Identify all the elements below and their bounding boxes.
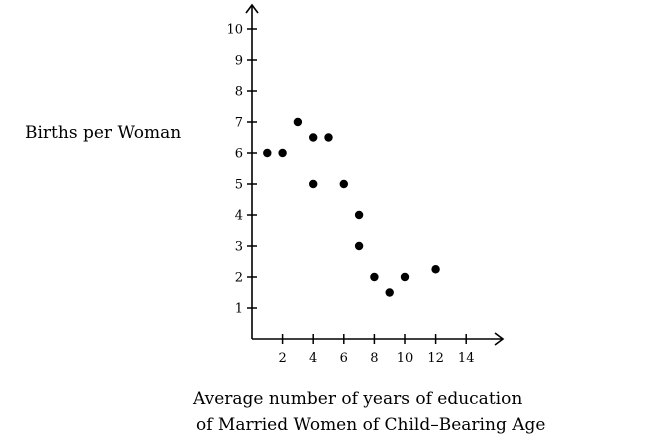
y-tick-label-5: 5: [235, 178, 243, 193]
y-ticks: 1 2 3 4 5 6 7 8 9 10: [226, 23, 257, 317]
y-tick-label-6: 6: [235, 147, 243, 162]
data-point-3: [293, 117, 303, 127]
x-tick-label-6: 6: [340, 351, 348, 366]
data-point-12: [400, 272, 410, 282]
y-axis-arrow: [245, 3, 259, 14]
axes: [245, 3, 505, 346]
x-axis-arrow: [494, 332, 505, 346]
x-tick-label-14: 14: [458, 351, 475, 366]
y-tick-label-7: 7: [235, 116, 243, 131]
x-tick-label-8: 8: [370, 351, 378, 366]
y-tick-label-2: 2: [235, 271, 243, 286]
data-point-8: [354, 210, 364, 220]
x-tick-label-10: 10: [397, 351, 414, 366]
y-tick-label-8: 8: [235, 85, 243, 100]
data-point-6: [309, 179, 318, 189]
data-point-2: [278, 148, 287, 158]
data-points: [263, 117, 440, 297]
data-point-11: [385, 288, 394, 297]
y-tick-label-1: 1: [235, 302, 243, 317]
y-tick-label-9: 9: [235, 54, 243, 69]
data-point-7: [339, 179, 348, 189]
data-point-13: [431, 265, 440, 274]
x-tick-label-2: 2: [278, 351, 286, 366]
data-point-1: [263, 148, 272, 158]
data-point-5: [324, 133, 333, 142]
x-tick-label-12: 12: [427, 351, 444, 366]
x-axis-title-line-2: of Married Women of Child–Bearing Age: [196, 415, 545, 435]
x-ticks: 2 4 6 8 10 12 14: [278, 334, 474, 366]
data-point-4: [309, 133, 318, 142]
y-tick-label-10: 10: [226, 23, 243, 38]
data-point-10: [370, 272, 379, 282]
y-axis-title: Births per Woman: [25, 123, 181, 143]
y-tick-label-4: 4: [235, 209, 243, 224]
data-point-9: [354, 241, 364, 251]
x-tick-label-4: 4: [309, 351, 317, 366]
x-axis-title-line-1: Average number of years of education: [192, 389, 522, 409]
y-tick-label-3: 3: [235, 240, 243, 255]
